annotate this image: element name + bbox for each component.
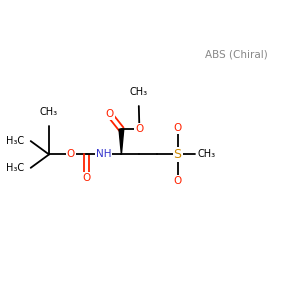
Text: O: O: [135, 124, 143, 134]
Text: CH₃: CH₃: [198, 149, 216, 160]
Polygon shape: [119, 129, 124, 155]
Text: H₃C: H₃C: [6, 136, 24, 146]
Text: NH: NH: [96, 149, 111, 160]
Text: ABS (Chiral): ABS (Chiral): [205, 50, 268, 60]
Text: O: O: [173, 123, 181, 133]
Text: H₃C: H₃C: [6, 163, 24, 173]
Text: O: O: [173, 176, 181, 186]
Text: CH₃: CH₃: [130, 87, 148, 97]
Text: O: O: [67, 149, 75, 160]
Text: S: S: [173, 148, 181, 161]
Text: CH₃: CH₃: [40, 107, 58, 117]
Text: O: O: [105, 109, 114, 119]
Text: O: O: [83, 173, 91, 183]
